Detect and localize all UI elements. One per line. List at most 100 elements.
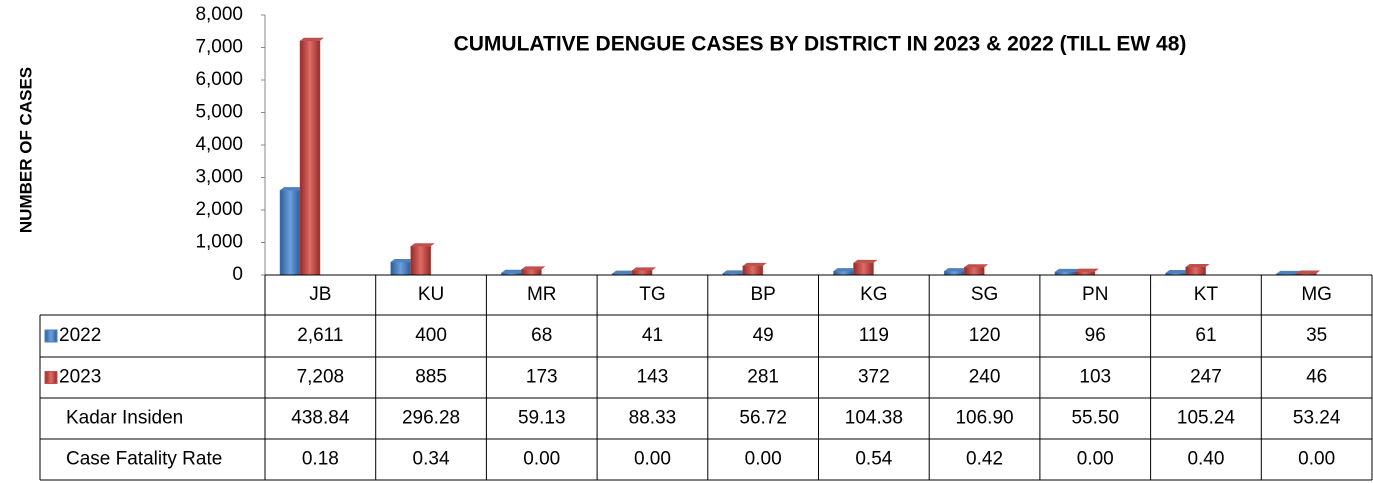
bar-top [1074,268,1099,272]
bar-top [521,266,546,270]
table-cell: 7,208 [297,367,345,388]
bar [943,270,965,276]
table-cell: 120 [969,325,1001,346]
x-tick-label: KT [1194,284,1219,305]
bar-top [612,270,637,274]
bar [1074,271,1096,276]
bar-top [722,270,747,274]
bar [299,40,321,276]
bar [1185,266,1206,276]
bar [279,189,301,276]
chart-title: CUMULATIVE DENGUE CASES BY DISTRICT IN 2… [454,33,1187,56]
bar [833,270,854,276]
bar-top [410,243,435,247]
x-tick-label: KU [418,284,444,305]
table-cell: 49 [753,325,774,346]
bar-top [1165,270,1190,274]
bar [390,261,411,276]
table-cell: 2,611 [297,325,343,346]
table-cell: 240 [969,367,1001,388]
table-cell: 35 [1306,325,1327,346]
table-cell: 0.42 [966,449,1003,470]
table-cell: 400 [415,325,447,346]
bar-top [833,268,858,272]
y-tick-label: 2,000 [195,199,243,220]
bar [410,245,431,276]
table-cell: 173 [526,367,558,388]
bar-top [1185,263,1210,267]
row-label: Kadar Insiden [66,408,183,429]
x-tick-label: MR [527,284,557,305]
bar-top [280,187,304,191]
table-cell: 105.24 [1177,408,1236,429]
table-cell: 438.84 [291,408,350,429]
legend-key [44,329,58,343]
bar-top [944,268,969,272]
table-cell: 106.90 [955,408,1013,429]
table-cell: 55.50 [1071,408,1119,429]
table-cell: 247 [1190,367,1222,388]
x-tick-label: BP [750,284,775,305]
y-tick-label: 1,000 [195,232,243,253]
table-cell: 61 [1195,325,1216,346]
bar [853,262,874,276]
bar [963,266,985,276]
table-cell: 0.34 [413,449,450,470]
table-cell: 104.38 [845,408,903,429]
table-cell: 59.13 [518,408,566,429]
table-cell: 0.40 [1187,449,1224,470]
bar-top [1054,268,1079,272]
table-cell: 103 [1079,367,1111,388]
table-cell: 885 [415,367,447,388]
bar-top [964,264,989,268]
table-cell: 0.00 [1077,449,1114,470]
y-tick-label: 5,000 [195,102,243,123]
x-tick-label: PN [1082,284,1108,305]
table-cell: 0.00 [1298,449,1335,470]
bar-top [1296,270,1321,274]
bar-top [390,259,415,262]
bar-top [742,262,767,266]
legend-label: 2023 [59,367,101,388]
table-cell: 0.18 [302,449,339,470]
x-tick-label: JB [309,284,331,305]
table-cell: 56.72 [739,408,787,429]
table-cell: 143 [637,367,669,388]
table-cell: 281 [747,367,779,388]
row-label: Case Fatality Rate [66,449,222,470]
x-tick-label: TG [639,284,665,305]
table-cell: 0.00 [523,449,560,470]
table-cell: 0.54 [855,449,892,470]
bar [521,269,542,276]
table-cell: 46 [1306,367,1327,388]
table-cell: 372 [858,367,890,388]
y-tick-label: 4,000 [195,134,243,155]
legend-key [44,371,58,384]
x-tick-label: SG [971,284,998,305]
bar [631,270,653,276]
x-tick-label: KG [860,284,887,305]
y-tick-label: 8,000 [195,4,243,25]
table-cell: 53.24 [1293,408,1341,429]
bar-top [300,37,324,41]
bar [742,265,764,276]
table-cell: 119 [859,325,889,346]
table-cell: 88.33 [629,408,677,429]
y-axis-label: NUMBER OF CASES [16,67,35,233]
legend-label: 2022 [59,325,101,346]
y-tick-label: 0 [232,264,243,285]
y-tick-label: 6,000 [195,69,243,90]
table-cell: 0.00 [745,449,782,470]
bar-top [853,259,878,263]
table-cell: 296.28 [402,408,460,429]
bar-top [1276,270,1301,274]
table-cell: 96 [1085,325,1106,346]
table-cell: 41 [642,325,663,346]
bar-top [501,269,526,273]
x-tick-label: MG [1301,284,1332,305]
table-cell: 68 [531,325,552,346]
y-tick-label: 3,000 [195,167,243,188]
table-cell: 0.00 [634,449,671,470]
y-tick-label: 7,000 [195,37,243,58]
